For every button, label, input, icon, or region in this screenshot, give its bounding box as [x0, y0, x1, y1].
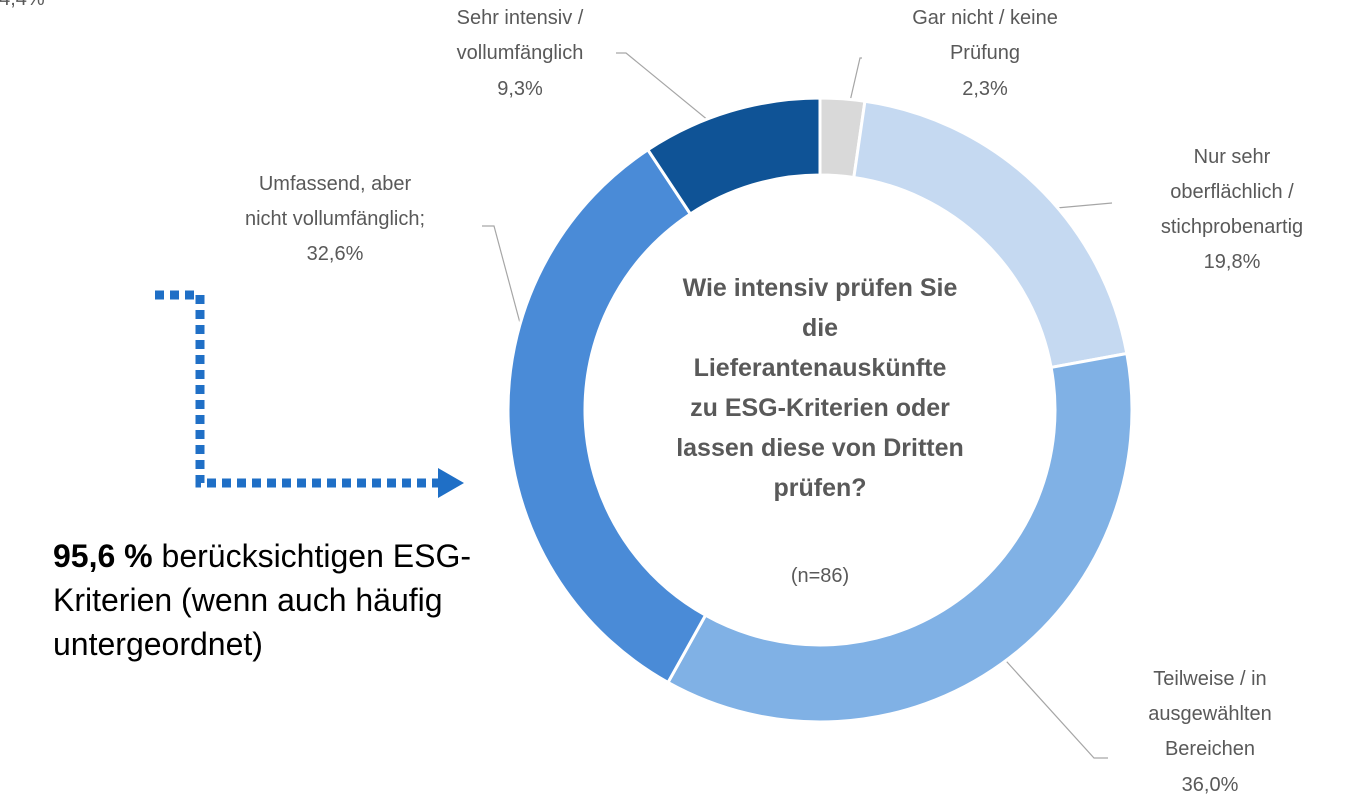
dotted-arrow [155, 290, 440, 488]
value-label: 36,0% [1181, 774, 1239, 796]
donut-slice [645, 96, 822, 217]
value-label: 19,8% [1203, 251, 1261, 273]
value-label: 9,3% [497, 78, 543, 100]
cut-label: 14,4% [0, 0, 45, 11]
note-bold: 95,6 % [53, 538, 153, 574]
value-label: 32,6% [306, 243, 364, 265]
donut-slice [506, 147, 708, 685]
center-subtitle: (n=86) [790, 565, 850, 587]
title-line: lassen diese von Dritten [676, 434, 964, 462]
category-label: Sehr intensiv / vollumfänglich [456, 7, 584, 64]
title-line: prüfen? [773, 474, 867, 502]
note: 95,6 % berücksichtigen ESG-Kriterien (we… [53, 534, 473, 666]
leader-line [616, 52, 743, 149]
center-title: Wie intensiv prüfen Sie die Lieferantenaus… [620, 268, 1020, 508]
category-label: Gar nicht / keine Prüfung [912, 7, 1058, 64]
donut-slice [665, 351, 1134, 724]
title-line: Lieferantenauskünfte [693, 354, 947, 382]
leader-line [977, 629, 1108, 759]
category-label: Umfassend, aber nicht vollumfänglich; [244, 173, 426, 230]
arrow-head [438, 468, 464, 498]
category-label: Teilweise / in ausgewählten Bereichen [1148, 668, 1272, 760]
arrow [155, 290, 464, 498]
title-line: die [801, 314, 839, 342]
title-line: zu ESG-Kriterien oder [690, 394, 950, 422]
title-line: Wie intensiv prüfen Sie [682, 274, 958, 302]
category-label: Nur sehr oberflächlich / stichprobenarti… [1160, 146, 1304, 238]
value-label: 2,3% [962, 78, 1008, 100]
note-text: berücksichtigen ESG-Kriterien (wenn auch… [53, 538, 471, 662]
